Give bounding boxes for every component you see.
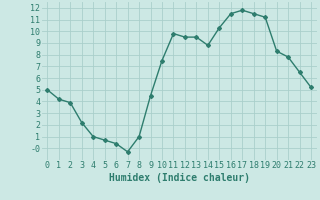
X-axis label: Humidex (Indice chaleur): Humidex (Indice chaleur): [109, 173, 250, 183]
